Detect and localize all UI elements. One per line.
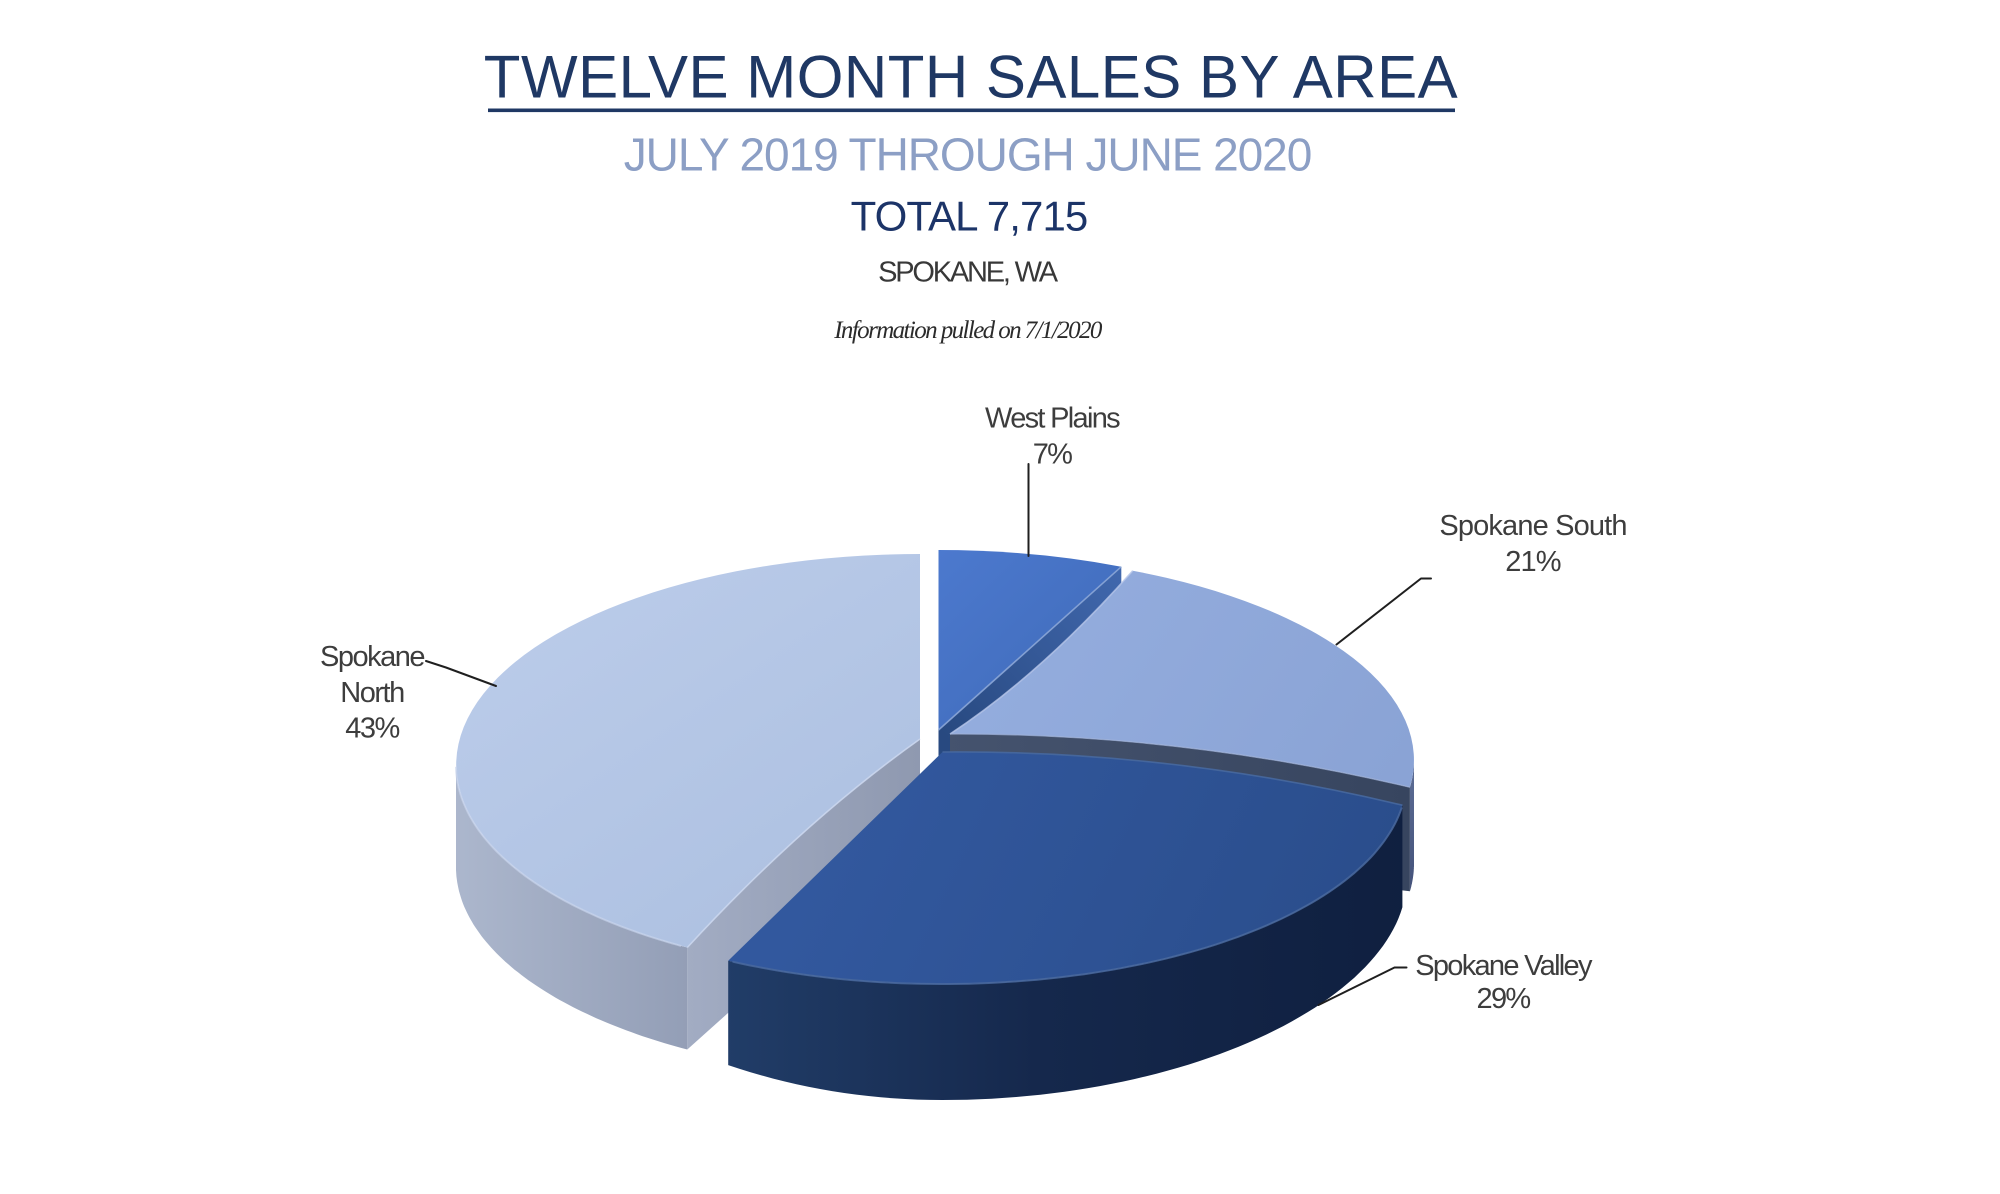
svg-text:Spokane: Spokane (320, 641, 424, 673)
svg-text:21%: 21% (1505, 546, 1561, 578)
svg-text:SPOKANE, WA: SPOKANE, WA (878, 257, 1059, 289)
svg-text:TWELVE MONTH SALES BY AREA: TWELVE MONTH SALES BY AREA (484, 44, 1458, 111)
svg-text:JULY 2019 THROUGH JUNE 2020: JULY 2019 THROUGH JUNE 2020 (624, 129, 1312, 181)
svg-text:North: North (340, 677, 404, 709)
svg-text:Information pulled on 7/1/2020: Information pulled on 7/1/2020 (833, 317, 1103, 344)
svg-text:West Plains: West Plains (985, 403, 1120, 435)
svg-text:Spokane Valley: Spokane Valley (1415, 950, 1593, 982)
svg-text:Spokane South: Spokane South (1439, 510, 1626, 542)
svg-text:43%: 43% (345, 713, 399, 745)
svg-text:TOTAL 7,715: TOTAL 7,715 (851, 193, 1088, 240)
svg-text:29%: 29% (1477, 983, 1531, 1015)
svg-text:7%: 7% (1033, 438, 1072, 470)
